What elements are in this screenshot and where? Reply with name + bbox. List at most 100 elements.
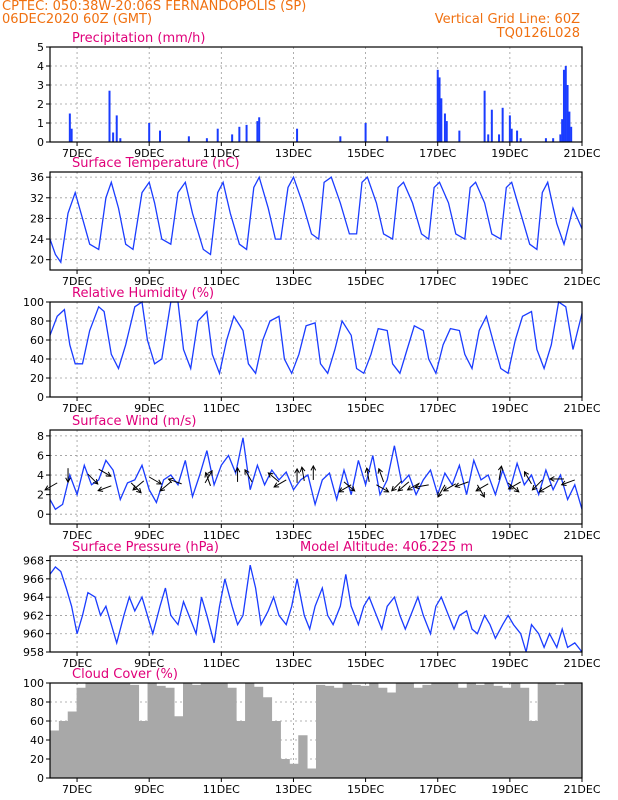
precip-bar: [490, 109, 493, 142]
wind-arrow-head: [92, 479, 99, 485]
precip-bar: [68, 113, 71, 142]
precip-bar: [364, 123, 367, 142]
y-tick-label: 20: [30, 372, 44, 385]
x-tick-label: 11DEC: [203, 657, 240, 670]
y-tick-label: 40: [30, 734, 44, 747]
precip-bar: [205, 138, 208, 142]
series-line: [49, 437, 583, 511]
panel-frame: [49, 682, 583, 779]
y-tick-label: 60: [30, 334, 44, 347]
precip-bar: [501, 107, 504, 142]
wind-arrow: [455, 481, 469, 488]
x-tick-label: 13DEC: [275, 402, 312, 415]
cloud-cover-bar: [484, 683, 494, 778]
cloud-cover-bar: [298, 735, 308, 778]
precip-bar: [562, 69, 565, 142]
cloud-cover-bar: [120, 683, 131, 778]
series-line: [49, 564, 583, 653]
cloud-cover-bar: [58, 721, 69, 778]
precip-bar: [256, 121, 259, 142]
wind-arrow: [524, 471, 532, 485]
y-tick-label: 80: [30, 315, 44, 328]
y-tick-label: 40: [30, 353, 44, 366]
wind-arrow-head: [548, 476, 555, 482]
cloud-cover-bar: [546, 683, 556, 778]
y-tick-label: 0: [37, 391, 44, 404]
cloud-cover-bar: [76, 687, 86, 778]
precip-bar: [552, 138, 555, 142]
x-tick-label: 17DEC: [419, 529, 456, 542]
precip-bar: [561, 119, 564, 142]
wind-arrow: [98, 468, 112, 477]
y-tick-label: 2: [37, 98, 44, 111]
x-tick-label: 17DEC: [419, 147, 456, 160]
cloud-cover-bar: [528, 721, 539, 778]
y-tick-label: 966: [23, 573, 44, 586]
wind-arrow-head: [132, 485, 139, 491]
x-tick-label: 7DEC: [62, 275, 92, 288]
wind-arrow-head: [207, 469, 213, 476]
precip-bar: [238, 126, 241, 142]
precip-bar: [564, 66, 567, 142]
model-altitude-label: Model Altitude: 406.225 m: [300, 540, 473, 555]
precip-bar: [445, 121, 448, 142]
x-tick-label: 7DEC: [62, 147, 92, 160]
wind-arrow-head: [310, 464, 317, 471]
y-tick-label: 6: [37, 449, 44, 462]
cloud-cover-bar: [378, 687, 388, 778]
cloud-cover-bar: [351, 684, 361, 778]
cloud-cover-bar: [316, 684, 326, 778]
precip-bar: [159, 130, 162, 142]
panel-frame: [49, 171, 583, 271]
cloud-cover-bar: [386, 692, 397, 778]
cloud-cover-bar: [218, 683, 228, 778]
cloud-cover-bar: [395, 683, 406, 778]
wind-arrow-head: [267, 472, 274, 478]
wind-arrow-head: [437, 491, 443, 498]
x-tick-label: 21DEC: [563, 529, 600, 542]
x-tick-label: 15DEC: [347, 529, 384, 542]
wind-arrow-head: [397, 486, 404, 492]
precip-bar: [112, 132, 115, 142]
precip-bar: [544, 138, 547, 142]
wind-arrow-head: [364, 467, 371, 474]
x-tick-label: 17DEC: [419, 402, 456, 415]
cloud-cover-bar: [440, 683, 450, 778]
precip-bar: [559, 134, 562, 142]
wind-arrow: [159, 481, 172, 492]
x-tick-label: 11DEC: [203, 402, 240, 415]
precip-bar: [436, 69, 439, 142]
wind-arrow-head: [105, 471, 112, 477]
wind-arrow: [205, 472, 211, 486]
wind-arrow-head: [454, 482, 461, 488]
precip-bar: [438, 77, 441, 142]
x-tick-label: 19DEC: [491, 402, 528, 415]
cloud-cover-bar: [67, 711, 77, 778]
x-tick-label: 9DEC: [134, 275, 164, 288]
wind-arrow: [508, 481, 521, 490]
cloud-cover-bar: [573, 683, 583, 778]
precip-bar: [508, 115, 511, 142]
x-tick-label: 21DEC: [563, 783, 600, 796]
panel-title: Surface Pressure (hPa): [72, 540, 219, 555]
wind-arrow-head: [523, 470, 530, 477]
x-tick-label: 9DEC: [134, 657, 164, 670]
wind-arrow: [498, 466, 502, 481]
x-tick-label: 21DEC: [563, 657, 600, 670]
cloud-cover-bar: [422, 684, 432, 778]
panel-frame: [49, 46, 583, 143]
wind-arrow: [407, 482, 420, 491]
y-tick-label: 0: [37, 772, 44, 785]
y-tick-label: 36: [30, 171, 44, 184]
cloud-cover-bar: [129, 684, 140, 778]
x-tick-label: 9DEC: [134, 529, 164, 542]
x-tick-label: 13DEC: [275, 529, 312, 542]
y-tick-label: 962: [23, 609, 44, 622]
precip-bar: [510, 128, 513, 142]
precip-bar: [440, 98, 443, 142]
wind-arrow-head: [44, 485, 51, 491]
precip-bar: [566, 85, 569, 142]
wind-arrow-head: [349, 486, 356, 492]
x-tick-label: 19DEC: [491, 147, 528, 160]
cloud-cover-bar: [245, 683, 255, 778]
